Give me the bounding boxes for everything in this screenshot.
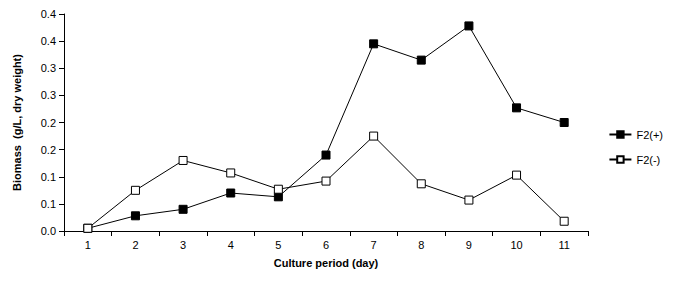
svg-text:0.0: 0.0 <box>41 225 56 237</box>
svg-text:1: 1 <box>85 239 91 251</box>
svg-text:11: 11 <box>558 239 569 251</box>
svg-text:7: 7 <box>371 239 377 251</box>
svg-text:10: 10 <box>510 239 522 251</box>
svg-text:8: 8 <box>418 239 424 251</box>
svg-text:0.3: 0.3 <box>41 62 56 74</box>
svg-text:0.3: 0.3 <box>41 89 56 101</box>
svg-text:0.1: 0.1 <box>41 171 56 183</box>
svg-text:5: 5 <box>275 239 281 251</box>
svg-text:0.1: 0.1 <box>41 198 56 210</box>
svg-text:9: 9 <box>466 239 472 251</box>
svg-text:0.2: 0.2 <box>41 117 56 129</box>
svg-text:4: 4 <box>228 239 234 251</box>
svg-text:Biomass (g/L, dry weight): Biomass (g/L, dry weight) <box>11 54 23 191</box>
svg-text:2: 2 <box>132 239 138 251</box>
svg-text:3: 3 <box>180 239 186 251</box>
svg-text:F2(+): F2(+) <box>636 129 663 141</box>
svg-text:0.4: 0.4 <box>41 35 56 47</box>
svg-text:6: 6 <box>323 239 329 251</box>
svg-text:Culture period (day): Culture period (day) <box>274 257 379 269</box>
svg-text:F2(-): F2(-) <box>636 154 660 166</box>
svg-text:0.4: 0.4 <box>41 8 56 20</box>
svg-text:0.2: 0.2 <box>41 144 56 156</box>
